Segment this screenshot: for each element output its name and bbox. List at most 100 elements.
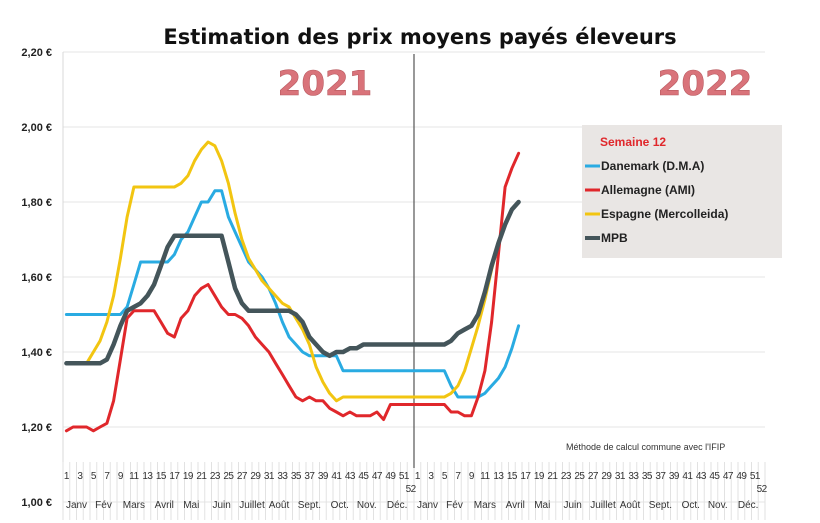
x-tick-label: 15 (156, 471, 167, 482)
x-month-label: Mars (123, 500, 145, 511)
x-tick-label: 17 (169, 471, 180, 482)
x-tick-label: 11 (480, 471, 490, 482)
x-tick-label: 41 (682, 471, 693, 482)
x-tick-label: 39 (669, 471, 680, 482)
x-month-label: Mars (474, 500, 496, 511)
year-label-2021: 2021 (278, 64, 373, 104)
x-tick-label: 21 (547, 471, 558, 482)
x-tick-label: 5 (91, 471, 97, 482)
y-tick-label: 2,00 € (21, 122, 52, 134)
x-tick-label: 47 (372, 471, 383, 482)
x-tick-label: 37 (304, 471, 315, 482)
x-axis-gridlines (62, 462, 766, 520)
x-tick-label: 45 (709, 471, 720, 482)
x-tick-label: 7 (455, 471, 461, 482)
x-tick-label: 33 (628, 471, 639, 482)
x-tick-label: 51 (750, 471, 761, 482)
x-tick-label: 13 (493, 471, 504, 482)
x-tick-label: 52 (757, 484, 768, 495)
x-month-label: Avril (506, 500, 525, 511)
x-month-label: Août (620, 500, 641, 511)
x-month-label: Nov. (357, 500, 377, 511)
series-line-allemagne-ami (64, 151, 521, 433)
x-tick-label: 7 (104, 471, 110, 482)
y-tick-label: 1,80 € (21, 197, 52, 209)
x-tick-label: 35 (642, 471, 653, 482)
x-tick-label: 33 (277, 471, 288, 482)
x-axis-month-labels: Janv Fév Mars Avril Mai Juin Juillet Août Sept. O… (66, 500, 758, 511)
x-tick-label: 29 (250, 471, 261, 482)
x-tick-label: 1 (415, 471, 421, 482)
x-month-label: Fév (446, 500, 463, 511)
x-tick-label: 23 (210, 471, 221, 482)
y-tick-label: 2,20 € (21, 47, 52, 59)
x-tick-label: 29 (601, 471, 612, 482)
x-month-label: Nov. (708, 500, 728, 511)
legend-label: Allemagne (AMI) (601, 183, 695, 197)
x-tick-label: 27 (588, 471, 599, 482)
x-tick-label: 47 (723, 471, 734, 482)
x-month-label: Sept. (649, 500, 672, 511)
x-tick-label: 31 (615, 471, 626, 482)
series-line-espagne-mercolleida (64, 140, 521, 403)
x-tick-label: 27 (237, 471, 248, 482)
x-tick-label: 37 (655, 471, 666, 482)
legend-label: Espagne (Mercolleida) (601, 207, 728, 221)
x-tick-label: 9 (469, 471, 475, 482)
x-month-label: Juin (563, 500, 581, 511)
x-tick-label: 9 (118, 471, 124, 482)
x-tick-label: 19 (183, 471, 194, 482)
legend-label: MPB (601, 231, 628, 245)
x-tick-label: 23 (561, 471, 572, 482)
x-axis-week-ticks: 1 3 5 7 9 11 13 15 17 19 21 23 25 27 29 31 33 35 37 39 41 43 4… (64, 471, 768, 495)
x-tick-label: 49 (736, 471, 747, 482)
x-month-label: Juillet (590, 500, 616, 511)
x-month-label: Sept. (298, 500, 321, 511)
y-tick-label: 1,20 € (21, 422, 52, 434)
x-tick-label: 3 (77, 471, 83, 482)
x-tick-label: 25 (223, 471, 234, 482)
x-tick-label: 3 (428, 471, 434, 482)
x-month-label: Janv (417, 500, 438, 511)
x-month-label: Juin (212, 500, 230, 511)
year-label-2022: 2022 (658, 64, 753, 104)
x-tick-label: 19 (534, 471, 545, 482)
series-line-mpb (64, 199, 521, 366)
x-tick-label: 1 (64, 471, 70, 482)
x-month-label: Déc. (738, 500, 759, 511)
x-month-label: Janv (66, 500, 87, 511)
x-tick-label: 49 (385, 471, 396, 482)
x-tick-label: 13 (142, 471, 153, 482)
x-month-label: Oct. (682, 500, 700, 511)
x-month-label: Déc. (387, 500, 408, 511)
legend: Semaine 12 Danemark (D.M.A) Allemagne (AM… (582, 125, 782, 258)
y-tick-label: 1,40 € (21, 347, 52, 359)
y-axis-ticks: 1,00 € 1,20 € 1,40 € 1,60 € 1,80 € 2,00 € 2,20… (21, 47, 52, 509)
series-line-danemark-d-m-a (64, 189, 521, 399)
x-tick-label: 11 (129, 471, 139, 482)
x-tick-label: 43 (345, 471, 356, 482)
method-note: Méthode de calcul commune avec l'IFIP (566, 442, 725, 452)
y-tick-label: 1,00 € (21, 497, 52, 509)
x-month-label: Fév (95, 500, 112, 511)
series-lines (64, 140, 521, 433)
x-tick-label: 45 (358, 471, 369, 482)
x-month-label: Mai (183, 500, 199, 511)
x-tick-label: 52 (406, 484, 417, 495)
x-tick-label: 15 (507, 471, 518, 482)
x-month-label: Oct. (331, 500, 349, 511)
x-month-label: Avril (155, 500, 174, 511)
x-tick-label: 21 (196, 471, 207, 482)
x-month-label: Août (269, 500, 290, 511)
x-tick-label: 51 (399, 471, 410, 482)
x-tick-label: 5 (442, 471, 448, 482)
x-month-label: Juillet (239, 500, 265, 511)
x-tick-label: 39 (318, 471, 329, 482)
x-tick-label: 31 (264, 471, 275, 482)
x-month-label: Mai (534, 500, 550, 511)
legend-title: Semaine 12 (600, 135, 666, 149)
x-tick-label: 41 (331, 471, 342, 482)
x-tick-label: 25 (574, 471, 585, 482)
x-tick-label: 35 (291, 471, 302, 482)
